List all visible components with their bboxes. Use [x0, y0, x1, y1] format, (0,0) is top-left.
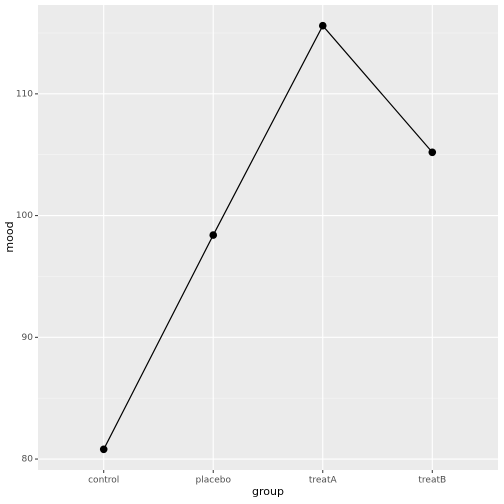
point [209, 231, 218, 239]
x-tick-label: treatB [418, 476, 446, 486]
y-tick-label: 100 [16, 211, 33, 221]
point [428, 148, 437, 157]
point [99, 445, 108, 454]
x-axis-title: group [252, 485, 284, 498]
line [103, 24, 433, 450]
y-tick-label: 110 [16, 89, 33, 99]
panel [38, 5, 498, 470]
y-tick-label: 90 [22, 333, 34, 343]
y-axis-title: mood [3, 221, 16, 252]
x-tick-label: treatA [309, 476, 338, 486]
y-tick-label: 80 [22, 455, 34, 465]
x-tick-label: control [88, 476, 119, 486]
x-tick-label: placebo [196, 476, 232, 486]
point [318, 21, 327, 30]
